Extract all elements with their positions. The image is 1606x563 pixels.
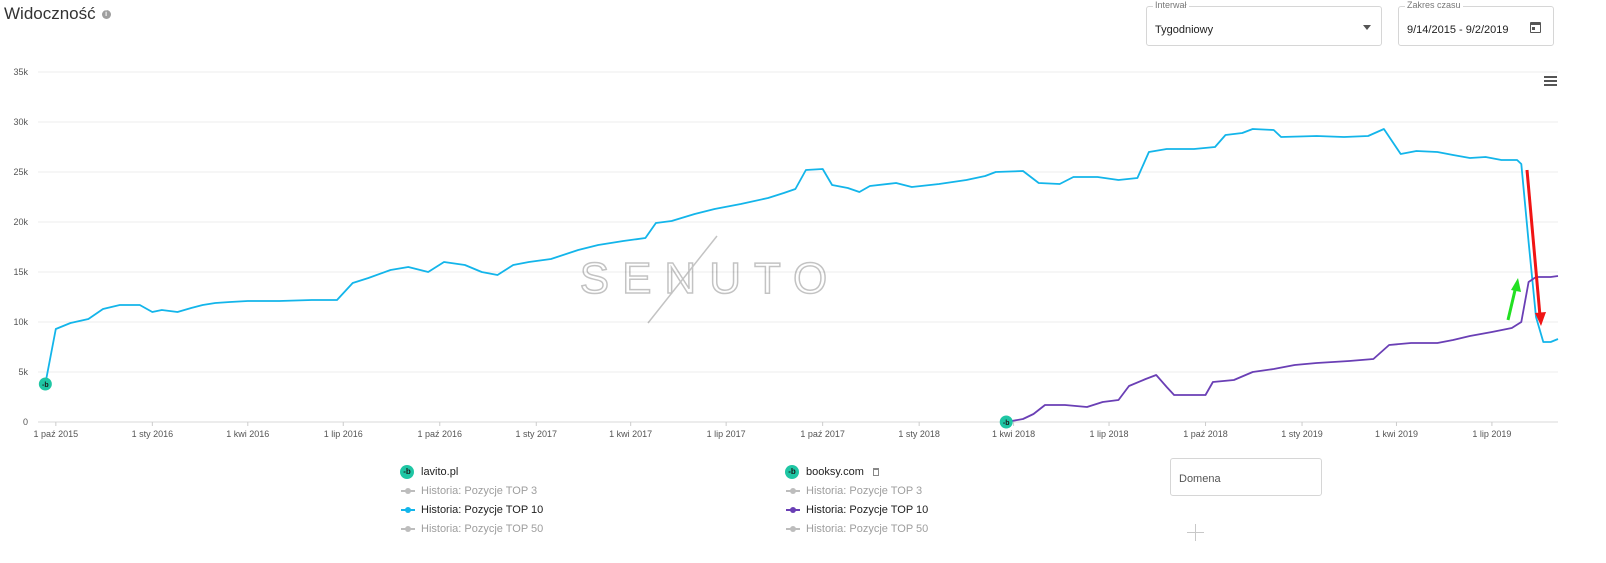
legend-site[interactable]: -b lavito.pl [400,463,543,481]
interval-label: Interwał [1153,0,1189,10]
x-axis-labels: 1 paź 2015 1 sty 2016 1 kwi 2016 1 lip 2016… [34,429,1512,439]
chart-series [44,128,1559,423]
hamburger-menu-icon[interactable] [1544,76,1557,87]
legend-site[interactable]: -b booksy.com [785,463,928,481]
x-tick-label: 1 sty 2019 [1281,429,1323,439]
series-start-marker-label: -b [1003,420,1010,427]
legend-item-top3[interactable]: Historia: Pozycje TOP 3 [786,481,928,500]
legend-item-label: Historia: Pozycje TOP 10 [806,503,929,516]
site-badge-icon: -b [785,465,799,479]
y-tick-label: 15k [13,267,28,277]
series-start-marker-label: -b [42,382,49,389]
date-range-picker[interactable]: Zakres czasu 9/14/2015 - 9/2/2019 [1398,0,1554,46]
date-range-value: 9/14/2015 - 9/2/2019 [1407,24,1509,36]
legend-site-name: lavito.pl [421,466,459,478]
chart-grid [38,71,1558,426]
plus-icon[interactable] [1187,524,1204,541]
legend-item-label: Historia: Pozycje TOP 50 [421,522,544,535]
site-badge-icon: -b [400,465,414,479]
y-tick-label: 35k [13,67,28,77]
legend-marker-icon [786,506,800,513]
visibility-chart: 0 5k 10k 15k 20k 25k 30k 35k 1 paź 2015 1 sty 20… [13,67,1559,439]
page-title: Widoczność i [4,4,111,24]
x-tick-label: 1 paź 2015 [34,429,79,439]
x-tick-label: 1 kwi 2019 [1375,429,1418,439]
legend-item-label: Historia: Pozycje TOP 50 [806,522,929,535]
annotation-arrows [1506,169,1546,326]
legend-marker-icon [401,487,415,494]
x-tick-label: 1 lip 2016 [324,429,363,439]
legend-item-top50[interactable]: Historia: Pozycje TOP 50 [401,519,543,538]
calendar-icon[interactable] [1530,22,1541,33]
y-tick-label: 0 [23,417,28,427]
y-tick-label: 25k [13,167,28,177]
x-tick-label: 1 lip 2017 [707,429,746,439]
y-axis-labels: 0 5k 10k 15k 20k 25k 30k 35k [13,67,28,427]
x-tick-label: 1 sty 2016 [132,429,174,439]
series-start-marker[interactable] [38,377,52,391]
green-up-arrow [1506,285,1518,321]
legend-booksy: -b booksy.com Historia: Pozycje TOP 3 Hi… [785,463,928,538]
y-tick-label: 5k [18,367,28,377]
legend-marker-icon [786,525,800,532]
red-down-arrow [1525,169,1542,317]
legend-marker-icon [401,525,415,532]
y-tick-label: 30k [13,117,28,127]
watermark-text: SENUTO [580,254,841,303]
page-title-text: Widoczność [4,4,96,23]
interval-select[interactable]: Interwał Tygodniowy [1146,0,1382,46]
legend-item-top10[interactable]: Historia: Pozycje TOP 10 [786,500,928,519]
legend-site-name: booksy.com [806,466,864,478]
legend-item-top10[interactable]: Historia: Pozycje TOP 10 [401,500,543,519]
y-tick-label: 10k [13,317,28,327]
watermark: SENUTO [579,235,841,324]
domain-input[interactable]: Domena [1170,458,1322,496]
x-tick-label: 1 kwi 2017 [609,429,652,439]
legend-item-label: Historia: Pozycje TOP 10 [421,503,544,516]
date-range-label: Zakres czasu [1405,0,1463,10]
legend-item-label: Historia: Pozycje TOP 3 [806,484,923,497]
x-tick-label: 1 sty 2017 [516,429,558,439]
interval-value: Tygodniowy [1155,24,1214,36]
y-tick-label: 20k [13,217,28,227]
trash-icon[interactable] [872,468,879,476]
legend-marker-icon [401,506,415,513]
x-tick-label: 1 lip 2018 [1090,429,1129,439]
legend-lavito: -b lavito.pl Historia: Pozycje TOP 3 His… [400,463,543,538]
x-tick-label: 1 sty 2018 [898,429,940,439]
x-tick-label: 1 paź 2018 [1183,429,1228,439]
info-icon[interactable]: i [101,9,111,19]
legend-item-label: Historia: Pozycje TOP 3 [421,484,538,497]
series-line[interactable] [1006,275,1559,423]
x-tick-label: 1 kwi 2016 [226,429,269,439]
legend-item-top50[interactable]: Historia: Pozycje TOP 50 [786,519,928,538]
series-start-marker[interactable] [999,415,1013,429]
x-tick-label: 1 kwi 2018 [992,429,1035,439]
series-line[interactable] [44,128,1559,385]
legend-marker-icon [786,487,800,494]
chart-markers: -b -b [38,377,1013,429]
legend-item-top3[interactable]: Historia: Pozycje TOP 3 [401,481,543,500]
x-tick-label: 1 lip 2019 [1472,429,1511,439]
x-tick-label: 1 paź 2017 [800,429,845,439]
chevron-down-icon [1363,25,1371,30]
x-tick-label: 1 paź 2016 [417,429,462,439]
domain-placeholder: Domena [1179,473,1221,485]
